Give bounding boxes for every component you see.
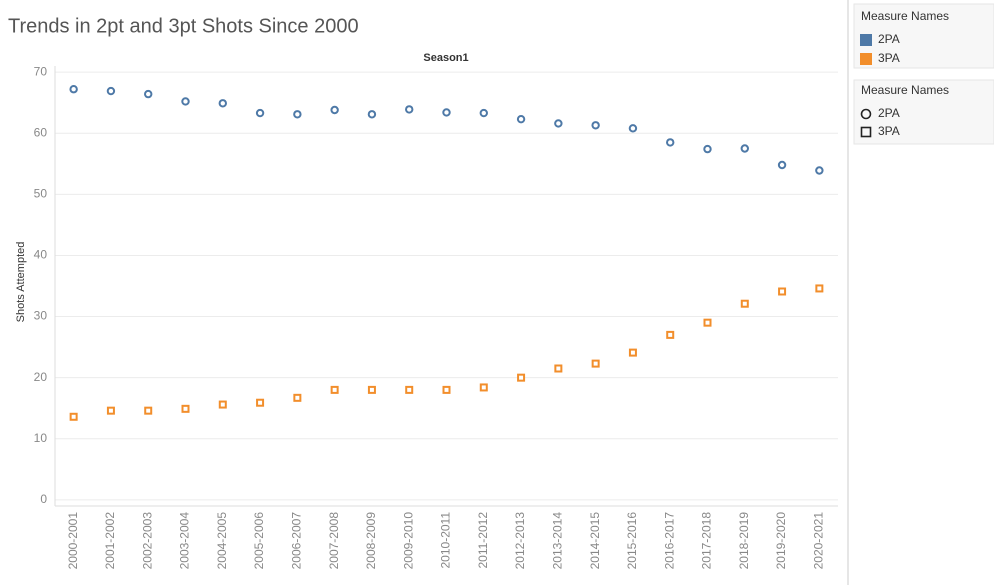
point	[479, 383, 488, 392]
point	[293, 110, 302, 119]
point	[256, 398, 265, 407]
x-tick-label: 2018-2019	[737, 512, 751, 570]
x-tick-label: 2006-2007	[290, 512, 304, 570]
point	[69, 412, 78, 421]
point	[703, 318, 712, 327]
point	[778, 287, 787, 296]
y-tick-label: 70	[34, 64, 48, 78]
point	[666, 330, 675, 339]
point	[330, 385, 339, 394]
point	[218, 400, 227, 409]
point	[144, 89, 153, 99]
column-header: Season1	[423, 52, 468, 64]
point	[106, 406, 115, 415]
x-tick-label: 2015-2016	[625, 512, 639, 570]
point	[777, 160, 787, 170]
legend-shape	[860, 126, 872, 138]
x-tick-label: 2017-2018	[700, 512, 714, 570]
point	[740, 144, 749, 153]
y-tick-label: 40	[34, 248, 48, 262]
point	[405, 385, 414, 394]
point	[591, 359, 600, 368]
x-tick-label: 2002-2003	[140, 512, 154, 570]
point	[516, 114, 526, 124]
point	[367, 385, 376, 394]
point	[517, 373, 526, 382]
y-tick-label: 60	[34, 125, 48, 139]
y-tick-label: 10	[34, 431, 48, 445]
point	[442, 385, 451, 394]
y-tick-label: 50	[34, 187, 48, 201]
point	[218, 99, 227, 108]
legend-label: 2PA	[878, 106, 900, 120]
y-tick-label: 0	[40, 492, 47, 506]
x-tick-label: 2000-2001	[66, 512, 80, 570]
x-tick-label: 2009-2010	[401, 512, 415, 570]
x-tick-label: 2020-2021	[812, 512, 826, 570]
point	[703, 144, 712, 154]
color-legend	[853, 3, 994, 69]
point	[591, 121, 600, 130]
x-tick-label: 2012-2013	[513, 512, 527, 570]
x-tick-label: 2019-2020	[774, 512, 788, 570]
point	[144, 406, 153, 415]
shape-legend	[853, 79, 994, 145]
x-tick-label: 2004-2005	[215, 512, 229, 570]
y-tick-label: 20	[34, 370, 48, 384]
point	[181, 404, 190, 413]
legend-shape	[860, 108, 872, 120]
legend-label: 3PA	[878, 51, 900, 65]
x-tick-label: 2007-2008	[327, 512, 341, 570]
x-tick-label: 2005-2006	[252, 512, 266, 570]
point	[181, 97, 190, 106]
legend-swatch	[860, 53, 872, 65]
point	[405, 105, 414, 114]
point	[628, 348, 637, 357]
point	[367, 110, 377, 119]
point	[69, 85, 78, 94]
x-tick-label: 2010-2011	[439, 512, 453, 569]
point	[740, 299, 749, 308]
point	[106, 86, 116, 96]
y-tick-label: 30	[34, 309, 48, 323]
point	[815, 166, 824, 175]
x-tick-label: 2003-2004	[178, 512, 192, 570]
y-axis-label: Shots Attempted	[15, 242, 27, 323]
point	[554, 119, 563, 128]
point	[815, 284, 824, 293]
point	[442, 108, 451, 117]
x-tick-label: 2014-2015	[588, 512, 602, 570]
legend-title: Measure Names	[861, 83, 949, 97]
point	[255, 108, 265, 118]
legend-title: Measure Names	[861, 9, 949, 23]
x-tick-label: 2008-2009	[364, 512, 378, 570]
point	[330, 105, 339, 115]
point	[293, 393, 302, 402]
x-tick-label: 2016-2017	[662, 512, 676, 570]
x-tick-label: 2011-2012	[476, 512, 490, 569]
point	[479, 108, 488, 118]
point	[554, 364, 563, 373]
point	[628, 124, 638, 133]
x-tick-label: 2013-2014	[551, 512, 565, 570]
x-tick-label: 2001-2002	[103, 512, 117, 570]
legend-label: 2PA	[878, 32, 900, 46]
chart-title: Trends in 2pt and 3pt Shots Since 2000	[8, 15, 359, 37]
legend-swatch	[860, 34, 872, 46]
legend-label: 3PA	[878, 124, 900, 138]
point	[666, 138, 675, 147]
